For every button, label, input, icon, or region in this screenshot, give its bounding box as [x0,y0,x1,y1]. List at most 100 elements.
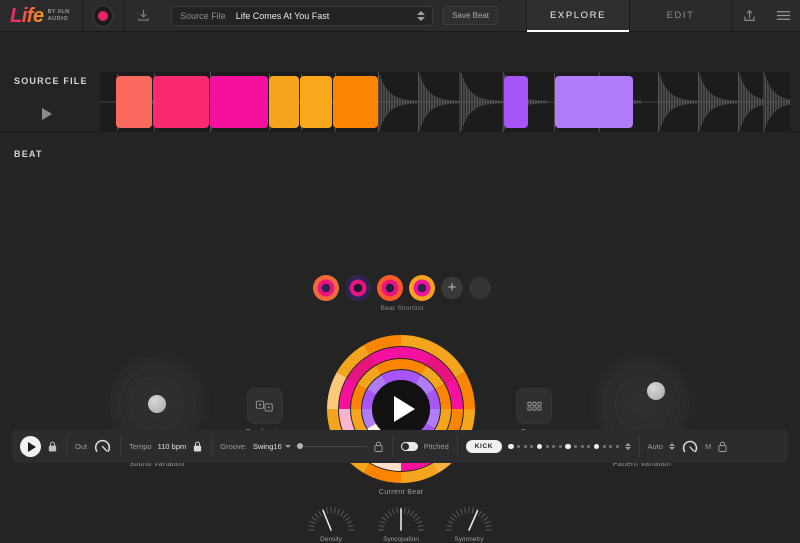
step-inactive[interactable] [587,445,591,448]
step-inactive[interactable] [552,445,556,448]
randomize-button[interactable] [247,388,283,424]
divider [211,436,213,457]
waveform-segment[interactable] [333,76,378,128]
groove-slider-handle[interactable] [296,443,303,450]
waveform-segment[interactable] [116,76,152,128]
knob-density[interactable]: Density [305,500,357,543]
pitched-toggle[interactable] [400,442,418,451]
source-file-label: Source File [180,10,226,21]
step-inactive[interactable] [545,445,549,448]
chevron-up-icon[interactable] [417,10,426,15]
menu-button[interactable] [766,0,800,32]
pattern-variation-label: Pattern Variation [612,461,672,468]
waveform-segment[interactable] [555,76,633,128]
mix-knob[interactable] [681,438,699,456]
tab-edit[interactable]: EDIT [629,0,733,32]
out-label: Out [75,442,88,451]
divider [123,0,125,32]
mix-lock-icon[interactable] [717,441,728,453]
step-inactive[interactable] [530,445,534,448]
chevron-down-icon[interactable] [417,16,426,21]
add-beat-button[interactable]: + [441,277,463,299]
pitched-group: Pitched [393,430,457,463]
knob-arc [308,507,354,531]
knob-label: Symmetry [454,536,484,543]
transport-play-button[interactable] [20,436,41,457]
transport-bar: Out Tempo 110 bpm Groove: Swing16 [12,430,788,463]
knob-arc [378,507,424,531]
auto-label: Auto [647,442,663,451]
share-icon [743,9,755,21]
step-inactive[interactable] [615,445,619,448]
hamburger-menu-icon [776,11,790,20]
step-active[interactable] [536,443,543,450]
kick-badge[interactable]: KICK [465,440,503,453]
app-logo: Life BY XLN AUDIO [0,6,82,26]
beat-thumb-1[interactable] [313,275,339,301]
main-tabs: EXPLORE EDIT [526,0,733,32]
download-icon [138,9,149,21]
step-inactive[interactable] [580,445,584,448]
source-play-button[interactable] [42,108,52,120]
divider [391,436,393,457]
groove-label: Groove: [220,442,247,451]
step-active[interactable] [593,443,600,450]
step-inactive[interactable] [517,445,521,448]
knob-syncopation[interactable]: Syncopation [375,500,427,543]
step-active[interactable] [565,443,571,450]
waveform-segment[interactable] [300,76,332,128]
beat-section: BEAT + Beat Shortlist Sound Variation Ra… [0,132,800,543]
pattern-variation-handle[interactable] [647,382,665,400]
groove-dropdown[interactable]: Swing16 [253,442,291,451]
step-inactive[interactable] [602,445,606,448]
toggle-knob [401,443,409,450]
beat-section-label: BEAT [14,149,43,159]
groove-amount-slider[interactable] [296,443,367,450]
source-file-stepper[interactable] [414,10,428,21]
beat-thumb-2[interactable] [345,275,371,301]
auto-stepper[interactable] [668,442,675,451]
beat-thumb-4[interactable] [409,275,435,301]
lock-icon[interactable] [47,441,58,453]
beat-thumb-3[interactable] [377,275,403,301]
chevron-up-icon[interactable] [668,442,675,446]
waveform-segment[interactable] [504,76,528,128]
divider [66,436,67,457]
knob-symmetry[interactable]: Symmetry [443,500,495,543]
chevron-up-icon[interactable] [624,442,631,446]
beat-play-button[interactable] [372,380,430,438]
tempo-value[interactable]: 110 bpm [157,442,187,451]
tab-explore[interactable]: EXPLORE [526,0,630,32]
divider [81,0,83,32]
waveform-segment[interactable] [269,76,299,128]
output-volume-knob[interactable] [93,437,112,456]
knob-arc [446,507,492,531]
empty-beat-slot[interactable] [469,277,491,299]
browse-button[interactable] [516,388,552,424]
download-button[interactable] [136,8,151,23]
save-beat-button[interactable]: Save Beat [443,6,499,25]
share-button[interactable] [732,0,766,32]
step-inactive[interactable] [558,445,562,448]
m-label[interactable]: M [704,442,712,451]
sound-variation-handle[interactable] [148,395,166,413]
waveform-segment[interactable] [153,76,209,128]
chevron-down-icon[interactable] [624,447,631,451]
step-inactive[interactable] [523,445,527,448]
beat-shortlist: + Beat Shortlist [313,275,491,312]
waveform-area[interactable] [100,72,790,132]
step-inactive[interactable] [574,445,578,448]
transport-play-group [12,430,66,463]
chevron-down-icon[interactable] [668,447,675,451]
step-inactive[interactable] [609,445,613,448]
kick-stepper[interactable] [624,442,631,451]
tempo-lock-icon[interactable] [192,441,203,453]
tempo-group: Tempo 110 bpm [121,430,211,463]
groove-lock-icon[interactable] [373,441,384,453]
step-sequencer[interactable] [508,443,619,450]
waveform-segment[interactable] [210,76,268,128]
record-button[interactable] [92,4,114,27]
source-file-selector[interactable]: Source File Life Comes At You Fast [171,5,434,26]
step-active[interactable] [508,443,514,450]
logo-text: Life [10,4,44,27]
